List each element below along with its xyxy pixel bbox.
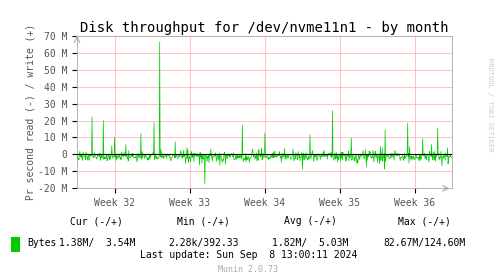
Title: Disk throughput for /dev/nvme11n1 - by month: Disk throughput for /dev/nvme11n1 - by m… [81, 21, 449, 35]
Text: 1.38M/  3.54M: 1.38M/ 3.54M [59, 238, 135, 248]
Text: Cur (-/+): Cur (-/+) [71, 216, 123, 226]
Text: 82.67M/124.60M: 82.67M/124.60M [384, 238, 466, 248]
Text: Bytes: Bytes [27, 238, 57, 248]
Text: Munin 2.0.73: Munin 2.0.73 [219, 265, 278, 274]
Text: RRDTOOL / TOBI OETIKER: RRDTOOL / TOBI OETIKER [487, 58, 493, 151]
Y-axis label: Pr second read (-) / write (+): Pr second read (-) / write (+) [25, 24, 35, 200]
Text: 2.28k/392.33: 2.28k/392.33 [168, 238, 239, 248]
Text: Avg (-/+): Avg (-/+) [284, 216, 337, 226]
Text: Min (-/+): Min (-/+) [177, 216, 230, 226]
Text: 1.82M/  5.03M: 1.82M/ 5.03M [272, 238, 349, 248]
Text: Max (-/+): Max (-/+) [399, 216, 451, 226]
Text: Last update: Sun Sep  8 13:00:11 2024: Last update: Sun Sep 8 13:00:11 2024 [140, 250, 357, 260]
